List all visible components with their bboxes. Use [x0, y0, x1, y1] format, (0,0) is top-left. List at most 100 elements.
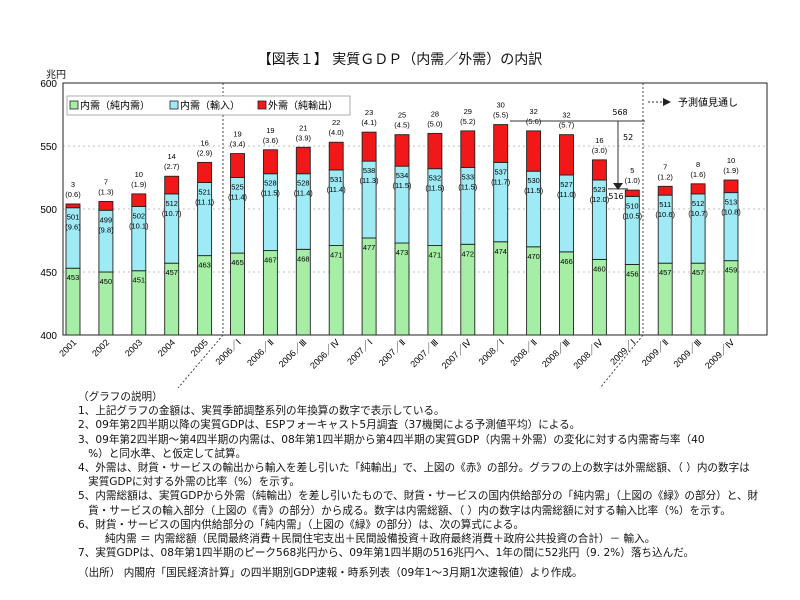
bar-segment-net-exports — [131, 193, 147, 207]
data-label-import-ratio: (11.7) — [491, 177, 511, 186]
legend-swatch — [169, 100, 179, 110]
data-label-export-share: (4.1) — [361, 118, 377, 127]
x-tick-label: 2005 — [189, 337, 210, 358]
data-label-net-exports: 5 — [630, 166, 634, 175]
data-label-domestic-total: 538 — [363, 166, 376, 175]
x-tick-label: 2006／Ⅱ — [245, 337, 276, 368]
data-label-import-ratio: (10.7) — [688, 209, 708, 218]
bar-segment-net-exports — [197, 161, 213, 183]
data-label-domestic-total: 537 — [494, 167, 507, 176]
note-line: 純内需 ＝ 内需総額（民間最終消費＋民間住宅支出＋民間設備投資＋政府最終消費＋政… — [78, 532, 656, 545]
data-label-export-share: (4.0) — [328, 128, 344, 137]
period-divider-diagonal — [177, 334, 224, 389]
data-label-export-share: (3.9) — [296, 133, 312, 142]
data-label-export-share: (5.5) — [493, 111, 509, 120]
data-label-net-exports: 21 — [299, 123, 307, 132]
note-line: 4、外需は、財貨・サービスの輸出から輸入を差し引いた「純輸出」で、上図の《赤》の… — [78, 461, 750, 474]
data-label-import-ratio: (10.5) — [623, 211, 643, 220]
data-label-domestic-total: 501 — [67, 213, 80, 222]
data-label-import-ratio: (9.6) — [65, 223, 81, 232]
data-label-net-exports: 32 — [562, 111, 570, 120]
bar-segment-net-exports — [657, 185, 673, 196]
y-tick-label: 450 — [40, 268, 57, 279]
data-label-import-ratio: (9.8) — [98, 225, 114, 234]
data-label-domestic-total: 502 — [133, 211, 146, 220]
x-tick-label: 2002 — [90, 337, 111, 358]
data-label-net-domestic: 457 — [659, 268, 672, 277]
note-line: 貨・サービスの輸入部分（上図の《青》の部分）から成る。数字は内需総額、（ ）内の… — [78, 504, 731, 517]
data-label-net-domestic: 460 — [593, 264, 606, 273]
bar-segment-net-exports — [591, 159, 607, 181]
data-label-domestic-total: 533 — [462, 172, 475, 181]
data-label-import-ratio: (11.4) — [228, 193, 248, 202]
data-label-net-domestic: 471 — [429, 251, 442, 260]
data-label-export-share: (1.9) — [131, 180, 147, 189]
data-label-net-exports: 32 — [529, 107, 537, 116]
data-label-net-domestic: 463 — [198, 261, 211, 270]
data-label-export-share: (5.2) — [460, 117, 476, 126]
data-label-net-domestic: 473 — [396, 248, 409, 257]
data-label-net-domestic: 451 — [133, 276, 146, 285]
bar-segment-net-exports — [460, 130, 476, 168]
data-label-net-exports: 10 — [727, 156, 735, 165]
data-label-import-ratio: (10.6) — [655, 210, 675, 219]
x-tick-label: 2009／Ⅰ — [608, 337, 637, 366]
x-tick-label: 2009／Ⅱ — [640, 337, 671, 368]
data-label-net-exports: 7 — [663, 162, 667, 171]
data-label-net-exports: 7 — [104, 177, 108, 186]
data-label-import-ratio: (11.5) — [261, 189, 281, 198]
data-label-net-exports: 29 — [464, 107, 472, 116]
note-line: 1、上記グラフの金額は、実質季節調整系列の年換算の数字で表示している。 — [78, 405, 445, 418]
data-label-import-ratio: (10.8) — [721, 208, 741, 217]
stacked-bar-chart: 400 450 500 550 600 453 501(9.6) 3(0.6) 2001 450 4… — [40, 79, 768, 389]
data-label-export-share: (2.7) — [164, 162, 180, 171]
bar-segment-net-exports — [98, 200, 114, 211]
x-tick-label: 2006／Ⅰ — [213, 337, 242, 366]
data-label-domestic-total: 530 — [527, 176, 540, 185]
bar-segment-net-exports — [295, 146, 311, 175]
chart-notes: （グラフの説明） 1、上記グラフの金額は、実質季節調整系列の年換算の数字で表示して… — [78, 390, 758, 580]
data-label-net-exports: 25 — [398, 111, 406, 120]
data-label-net-domestic: 468 — [297, 254, 310, 263]
data-label-net-domestic: 470 — [527, 252, 540, 261]
bar-segment-net-exports — [328, 141, 344, 171]
data-label-net-exports: 19 — [266, 126, 274, 135]
data-label-net-domestic: 453 — [67, 273, 80, 282]
data-label-export-share: (5.7) — [559, 121, 575, 130]
data-label-export-share: (3.4) — [230, 140, 246, 149]
data-label-net-exports: 30 — [497, 101, 505, 110]
trough-annotation: 516 — [608, 192, 623, 201]
y-axis-unit: 兆円 — [46, 70, 66, 81]
data-label-net-domestic: 459 — [725, 266, 738, 275]
data-label-export-share: (1.6) — [690, 170, 706, 179]
data-label-import-ratio: (10.1) — [129, 221, 149, 230]
y-tick-label: 400 — [40, 331, 57, 342]
data-label-import-ratio: (11.1) — [195, 198, 215, 207]
data-label-import-ratio: (11.4) — [294, 189, 314, 198]
plot-frame — [62, 82, 768, 336]
data-label-import-ratio: (12.0) — [590, 195, 610, 204]
data-label-domestic-total: 531 — [330, 175, 343, 184]
x-tick-label: 2003 — [123, 337, 144, 358]
bar-segment-net-exports — [690, 183, 706, 195]
data-label-domestic-total: 513 — [725, 198, 738, 207]
bar-segment-net-exports — [65, 203, 81, 209]
x-tick-label: 2007／Ⅰ — [345, 337, 374, 366]
x-tick-label: 2009／Ⅲ — [672, 337, 704, 369]
data-label-domestic-total: 510 — [626, 201, 639, 210]
data-label-net-domestic: 471 — [330, 251, 343, 260]
data-label-export-share: (5.0) — [427, 119, 443, 128]
data-label-net-exports: 3 — [71, 180, 75, 189]
data-label-net-domestic: 450 — [100, 277, 113, 286]
data-label-import-ratio: (11.5) — [458, 182, 478, 191]
note-line: （グラフの説明） — [78, 391, 163, 403]
note-line: %）と同水準、と仮定して試算。 — [78, 447, 247, 460]
peak-annotation: 568 — [612, 108, 627, 117]
bar-segment-net-exports — [723, 179, 739, 194]
data-label-net-exports: 19 — [233, 130, 241, 139]
note-line: 実質GDPに対する外需の比率（%）を示す。 — [78, 476, 300, 489]
data-label-net-domestic: 457 — [692, 268, 705, 277]
note-line: 3、09年第2四半期～第4四半期の内需は、08年第1四半期から第4四半期の実質G… — [78, 433, 705, 446]
data-label-domestic-total: 499 — [100, 215, 113, 224]
data-label-net-domestic: 457 — [165, 268, 178, 277]
